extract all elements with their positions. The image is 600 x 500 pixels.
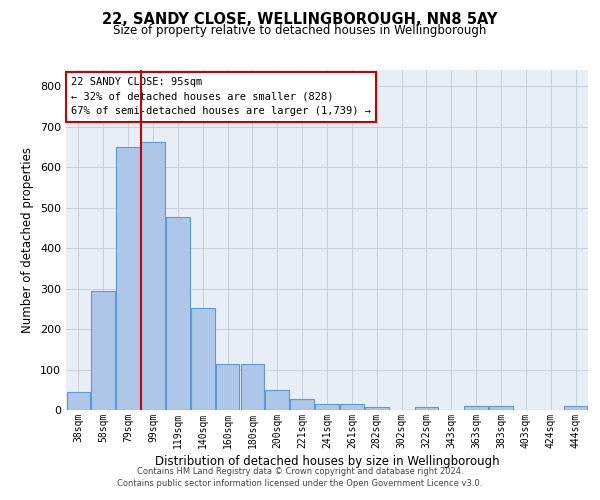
Text: Contains HM Land Registry data © Crown copyright and database right 2024.
Contai: Contains HM Land Registry data © Crown c… xyxy=(118,466,482,487)
Bar xyxy=(290,399,314,410)
Bar xyxy=(241,364,264,410)
Bar xyxy=(141,142,165,410)
Bar xyxy=(91,290,115,410)
Bar xyxy=(166,216,190,410)
Bar xyxy=(340,404,364,410)
Bar xyxy=(191,308,215,410)
Bar xyxy=(415,407,438,410)
Bar xyxy=(116,147,140,410)
X-axis label: Distribution of detached houses by size in Wellingborough: Distribution of detached houses by size … xyxy=(155,455,499,468)
Bar xyxy=(564,406,587,410)
Bar xyxy=(265,390,289,410)
Bar xyxy=(67,392,90,410)
Bar xyxy=(315,404,339,410)
Bar xyxy=(464,406,488,410)
Bar xyxy=(216,364,239,410)
Text: Size of property relative to detached houses in Wellingborough: Size of property relative to detached ho… xyxy=(113,24,487,37)
Bar xyxy=(365,407,389,410)
Bar xyxy=(489,406,513,410)
Y-axis label: Number of detached properties: Number of detached properties xyxy=(22,147,34,333)
Text: 22, SANDY CLOSE, WELLINGBOROUGH, NN8 5AY: 22, SANDY CLOSE, WELLINGBOROUGH, NN8 5AY xyxy=(102,12,498,28)
Text: 22 SANDY CLOSE: 95sqm
← 32% of detached houses are smaller (828)
67% of semi-det: 22 SANDY CLOSE: 95sqm ← 32% of detached … xyxy=(71,77,371,116)
